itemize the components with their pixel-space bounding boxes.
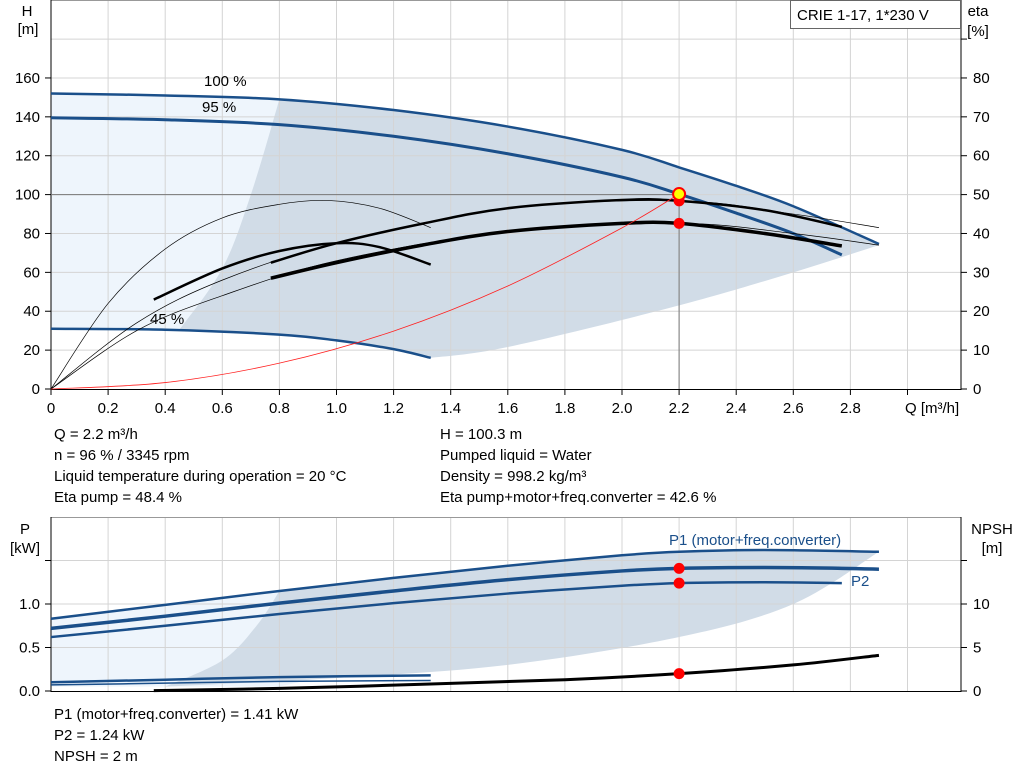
y-tick-label: 20 bbox=[23, 342, 40, 359]
npsh-tick-label: 5 bbox=[973, 640, 981, 657]
npsh-axis-label: NPSH bbox=[971, 521, 1013, 538]
y-tick-label: 160 bbox=[15, 70, 40, 87]
eta-axis-label: eta bbox=[968, 3, 990, 20]
x-tick-label: 0 bbox=[47, 400, 55, 417]
x-tick-label: 1.6 bbox=[497, 400, 518, 417]
h-axis-unit: [m] bbox=[18, 21, 39, 38]
eta-tick-label: 0 bbox=[973, 381, 981, 398]
eta-tick-label: 70 bbox=[973, 109, 990, 126]
x-tick-label: 2.8 bbox=[840, 400, 861, 417]
npsh-tick-label: 0 bbox=[973, 683, 981, 700]
eta-axis-unit: [%] bbox=[967, 23, 989, 40]
label-45-percent: 45 % bbox=[150, 311, 184, 328]
x-tick-label: 2.6 bbox=[783, 400, 804, 417]
x-tick-label: 1.8 bbox=[554, 400, 575, 417]
info-temperature: Liquid temperature during operation = 20… bbox=[54, 468, 347, 485]
x-tick-label: 1.2 bbox=[383, 400, 404, 417]
y-tick-label: 80 bbox=[23, 225, 40, 242]
eta-tick-label: 40 bbox=[973, 225, 990, 242]
h-axis-label: H bbox=[22, 3, 33, 20]
info-head: H = 100.3 m bbox=[440, 426, 523, 443]
x-tick-label: 0.2 bbox=[98, 400, 119, 417]
label-100-percent: 100 % bbox=[204, 73, 247, 90]
x-tick-label: 2.2 bbox=[669, 400, 690, 417]
info-bottom: P1 (motor+freq.converter) = 1.41 kW P2 =… bbox=[54, 704, 298, 767]
curve-system bbox=[50, 193, 680, 390]
eta-tick-label: 50 bbox=[973, 187, 990, 204]
p-tick-label: 0.5 bbox=[19, 640, 40, 657]
p1-marker bbox=[673, 562, 685, 574]
info-p2: P2 = 1.24 kW bbox=[54, 727, 145, 744]
duty-point-marker bbox=[672, 187, 687, 202]
y-tick-label: 40 bbox=[23, 303, 40, 320]
npsh-marker bbox=[673, 668, 685, 680]
x-tick-label: 0.8 bbox=[269, 400, 290, 417]
p-tick-label: 0.0 bbox=[19, 683, 40, 700]
curve-p2 bbox=[50, 580, 842, 639]
info-liquid: Pumped liquid = Water bbox=[440, 447, 592, 464]
x-tick-label: 2.0 bbox=[612, 400, 633, 417]
info-right: H = 100.3 m Pumped liquid = Water Densit… bbox=[440, 424, 716, 508]
q-axis-label: Q [m³/h] bbox=[905, 400, 959, 417]
curve-eta_thin_high bbox=[50, 200, 880, 390]
npsh-tick-label: 10 bbox=[973, 596, 990, 613]
info-density: Density = 998.2 kg/m³ bbox=[440, 468, 587, 485]
label-p1: P1 (motor+freq.converter) bbox=[669, 532, 841, 549]
p2-marker bbox=[673, 577, 685, 589]
info-flow: Q = 2.2 m³/h bbox=[54, 426, 138, 443]
y-tick-label: 60 bbox=[23, 264, 40, 281]
curve-p1_45 bbox=[50, 674, 431, 684]
label-p2: P2 bbox=[851, 573, 869, 590]
info-npsh: NPSH = 2 m bbox=[54, 748, 138, 765]
p-tick-label: 1.0 bbox=[19, 596, 40, 613]
x-tick-label: 1.0 bbox=[326, 400, 347, 417]
curve-eta_thin_low bbox=[50, 199, 431, 390]
head-efficiency-chart: 0 0.2 0.4 0.6 0.8 1.0 1.2 1.4 1.6 1.8 2.0 2.2 2.4 2.6… bbox=[15, 0, 990, 417]
x-tick-label: 1.4 bbox=[440, 400, 461, 417]
eta-tick-label: 10 bbox=[973, 342, 990, 359]
y-tick-label: 120 bbox=[15, 148, 40, 165]
curve-eta_low bbox=[153, 241, 432, 301]
eta-tick-label: 20 bbox=[973, 303, 990, 320]
npsh-axis-unit: [m] bbox=[982, 540, 1003, 557]
curve-eta_thin_total bbox=[50, 222, 879, 390]
eta-total-marker bbox=[673, 217, 685, 229]
p-axis-label: P bbox=[20, 521, 30, 538]
info-eta-pump: Eta pump = 48.4 % bbox=[54, 489, 182, 506]
title-box bbox=[790, 0, 961, 29]
p-axis-unit: [kW] bbox=[10, 540, 40, 557]
curve-p1_100 bbox=[50, 548, 879, 621]
info-p1: P1 (motor+freq.converter) = 1.41 kW bbox=[54, 706, 299, 723]
x-tick-label: 2.4 bbox=[726, 400, 747, 417]
info-left: Q = 2.2 m³/h n = 96 % / 3345 rpm Liquid … bbox=[54, 424, 346, 508]
curve-p1_95 bbox=[50, 565, 879, 631]
eta-tick-label: 60 bbox=[973, 148, 990, 165]
curve-h100 bbox=[50, 92, 880, 246]
curve-h45 bbox=[50, 327, 432, 360]
label-95-percent: 95 % bbox=[202, 99, 236, 116]
x-tick-label: 0.6 bbox=[212, 400, 233, 417]
info-eta-total: Eta pump+motor+freq.converter = 42.6 % bbox=[440, 489, 717, 506]
curve-h95 bbox=[50, 116, 843, 257]
x-tick-label: 0.4 bbox=[155, 400, 176, 417]
curve-npsh bbox=[153, 653, 880, 693]
y-tick-label: 0 bbox=[32, 381, 40, 398]
curve-p2_45 bbox=[50, 679, 431, 686]
eta-tick-label: 30 bbox=[973, 264, 990, 281]
info-speed: n = 96 % / 3345 rpm bbox=[54, 447, 190, 464]
y-tick-label: 100 bbox=[15, 187, 40, 204]
eta-tick-label: 80 bbox=[973, 70, 990, 87]
chart-title: CRIE 1-17, 1*230 V bbox=[797, 7, 929, 24]
y-tick-label: 140 bbox=[15, 109, 40, 126]
